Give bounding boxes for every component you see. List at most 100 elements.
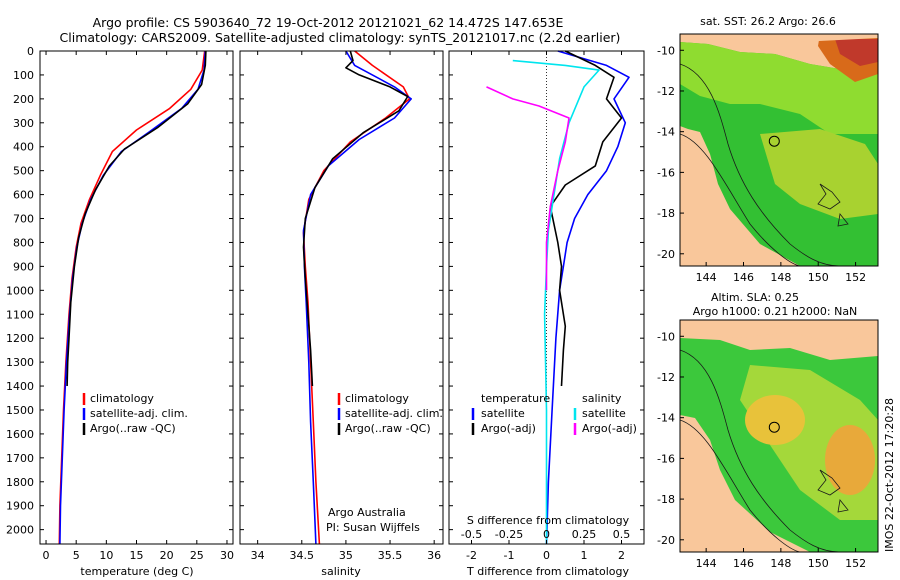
y-tick-label: 1800: [6, 476, 34, 489]
series-line-t-satellite: [545, 50, 630, 545]
map-y-tick-label: -10: [657, 44, 675, 57]
series-line-argo-raw-qc-: [66, 50, 207, 387]
legend-s-argo: Argo(-adj): [582, 422, 637, 435]
temperature-xlabel: temperature (deg C): [80, 565, 193, 578]
argo-position-marker: [768, 135, 780, 147]
y-tick-label: 1200: [6, 332, 34, 345]
x-tick-label: 0: [543, 549, 550, 562]
y-tick-label: 100: [13, 69, 34, 82]
legend-climatology: climatology: [345, 392, 409, 405]
legend-argo: Argo(..raw -QC): [90, 422, 176, 435]
salinity-xlabel: salinity: [321, 565, 361, 578]
depth-contour: [680, 349, 841, 552]
sst-map: sat. SST: 26.2 Argo: 26.6 144 146 148 150 15…: [657, 15, 879, 284]
map-y-tick-label: -14: [657, 412, 675, 425]
reef-contour: [817, 469, 849, 513]
map-y-tick-label: -18: [657, 207, 675, 220]
x-tick-label: 10: [99, 549, 113, 562]
y-tick-label: 1400: [6, 380, 34, 393]
top-x-tick-label: -0.25: [495, 528, 523, 541]
difference-legend: temperature satellite Argo(-adj) salinit…: [471, 392, 637, 435]
series-line-climatology: [302, 50, 411, 545]
legend-t-argo: Argo(-adj): [481, 422, 536, 435]
x-tick-label: 25: [190, 549, 204, 562]
legend-t-satellite: satellite: [481, 407, 525, 420]
map-x-tick-label: 148: [770, 557, 791, 570]
temperature-axes-frame: [39, 50, 234, 545]
x-tick-label: 5: [73, 549, 80, 562]
legend-satellite: satellite-adj. clim.: [90, 407, 188, 420]
legend-satellite: satellite-adj. clim.: [345, 407, 443, 420]
y-tick-label: 700: [13, 213, 34, 226]
sst-map-area: [680, 34, 878, 266]
y-tick-label: 1600: [6, 428, 34, 441]
x-tick-label: 34: [251, 549, 265, 562]
y-tick-label: 800: [13, 236, 34, 249]
map-y-tick-label: -14: [657, 126, 675, 139]
y-tick-label: 200: [13, 93, 34, 106]
sla-high-east: [825, 425, 875, 495]
salinity-panel: 34 34.5 35 35.5 36 salinity climatology sate…: [239, 50, 444, 578]
sla-map-title2: Argo h1000: 0.21 h2000: NaN: [693, 305, 858, 318]
y-tick-label: 1700: [6, 452, 34, 465]
legend-climatology: climatology: [90, 392, 154, 405]
x-tick-label: 35.5: [378, 549, 403, 562]
temperature-legend: climatology satellite-adj. clim. Argo(..…: [82, 392, 188, 435]
sla-high-west: [745, 395, 805, 445]
map-y-tick-label: -16: [657, 166, 675, 179]
imos-timestamp: IMOS 22-Oct-2012 17:20:28: [883, 398, 896, 552]
difference-panel: -2 -1 0 1 2 -0.5 -0.25 0 0.25 0.5 S difference fr…: [448, 50, 645, 578]
x-tick-label: 2: [618, 549, 625, 562]
y-tick-label: 600: [13, 189, 34, 202]
argo-position-marker: [768, 421, 780, 433]
series-line-t-argo-adj-: [549, 50, 623, 387]
map-y-tick-label: -12: [657, 85, 675, 98]
land-north: [680, 34, 878, 42]
top-x-tick-label: 0.25: [572, 528, 597, 541]
map-x-tick-label: 144: [696, 557, 717, 570]
x-tick-label: 36: [427, 549, 441, 562]
map-x-tick-label: 152: [845, 271, 866, 284]
map-x-tick-label: 148: [770, 271, 791, 284]
sla-map: Altim. SLA: 0.25 Argo h1000: 0.21 h2000:…: [657, 291, 879, 570]
header-line1: Argo profile: CS 5903640_72 19-Oct-2012 …: [93, 15, 564, 30]
x-tick-label: 30: [220, 549, 234, 562]
map-x-tick-label: 146: [733, 557, 754, 570]
sst-map-frame: [679, 33, 879, 267]
temperature-panel: 0 5 10 15 20 25 300100200300400500600700800900…: [6, 45, 234, 578]
legend-salinity-title: salinity: [582, 392, 622, 405]
y-tick-label: 1900: [6, 500, 34, 513]
y-tick-label: 300: [13, 117, 34, 130]
annotation-pi: PI: Susan Wijffels: [326, 521, 420, 534]
series-line-satellite-adj-clim-: [302, 50, 413, 545]
top-x-tick-label: -0.5: [461, 528, 482, 541]
y-tick-label: 1500: [6, 404, 34, 417]
reef-contour: [817, 183, 849, 227]
y-tick-label: 500: [13, 165, 34, 178]
depth-contour: [680, 63, 841, 266]
series-line-s-satellite: [512, 59, 600, 544]
map-y-tick-label: -16: [657, 452, 675, 465]
coast-contour: [680, 419, 801, 552]
sst-hottest: [835, 39, 878, 66]
x-tick-label: 0: [43, 549, 50, 562]
y-tick-label: 2000: [6, 524, 34, 537]
sla-map-frame: [679, 319, 879, 553]
map-x-tick-label: 152: [845, 557, 866, 570]
coast-contour: [680, 133, 801, 266]
top-xlabel: S difference from climatology: [467, 514, 630, 527]
y-tick-label: 1000: [6, 284, 34, 297]
sst-map-title: sat. SST: 26.2 Argo: 26.6: [700, 15, 836, 28]
top-x-tick-label: 0.5: [613, 528, 631, 541]
map-y-tick-label: -18: [657, 493, 675, 506]
x-tick-label: -2: [466, 549, 477, 562]
map-y-tick-label: -20: [657, 248, 675, 261]
x-tick-label: 20: [160, 549, 174, 562]
salinity-legend: climatology satellite-adj. clim. Argo(..…: [337, 392, 443, 435]
sla-map-area: [680, 320, 878, 552]
x-tick-label: 34.5: [290, 549, 315, 562]
y-tick-label: 400: [13, 141, 34, 154]
legend-temperature-title: temperature: [481, 392, 550, 405]
sst-warm-patch: [760, 129, 878, 219]
salinity-axes-frame: [239, 50, 444, 545]
